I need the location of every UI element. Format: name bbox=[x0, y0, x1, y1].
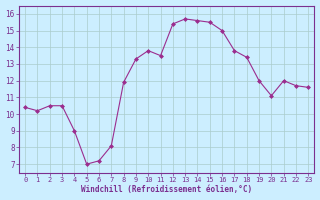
X-axis label: Windchill (Refroidissement éolien,°C): Windchill (Refroidissement éolien,°C) bbox=[81, 185, 252, 194]
